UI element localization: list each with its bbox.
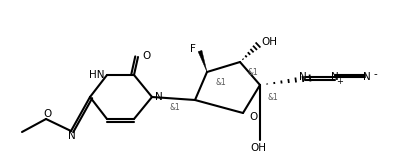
- Text: N: N: [363, 72, 371, 82]
- Text: &1: &1: [247, 67, 258, 76]
- Text: OH: OH: [261, 37, 277, 47]
- Polygon shape: [198, 50, 207, 72]
- Text: +: +: [337, 76, 343, 86]
- Text: HN: HN: [88, 70, 104, 80]
- Text: F: F: [190, 44, 196, 54]
- Text: &1: &1: [215, 77, 226, 87]
- Text: N: N: [68, 131, 76, 141]
- Text: N: N: [155, 92, 163, 102]
- Text: N: N: [331, 72, 339, 82]
- Text: -: -: [373, 69, 377, 79]
- Text: &1: &1: [169, 104, 180, 113]
- Text: OH: OH: [250, 143, 266, 153]
- Text: O: O: [142, 51, 150, 61]
- Text: &1: &1: [267, 93, 278, 102]
- Text: O: O: [43, 109, 51, 119]
- Text: O: O: [249, 112, 257, 122]
- Text: N: N: [299, 72, 307, 82]
